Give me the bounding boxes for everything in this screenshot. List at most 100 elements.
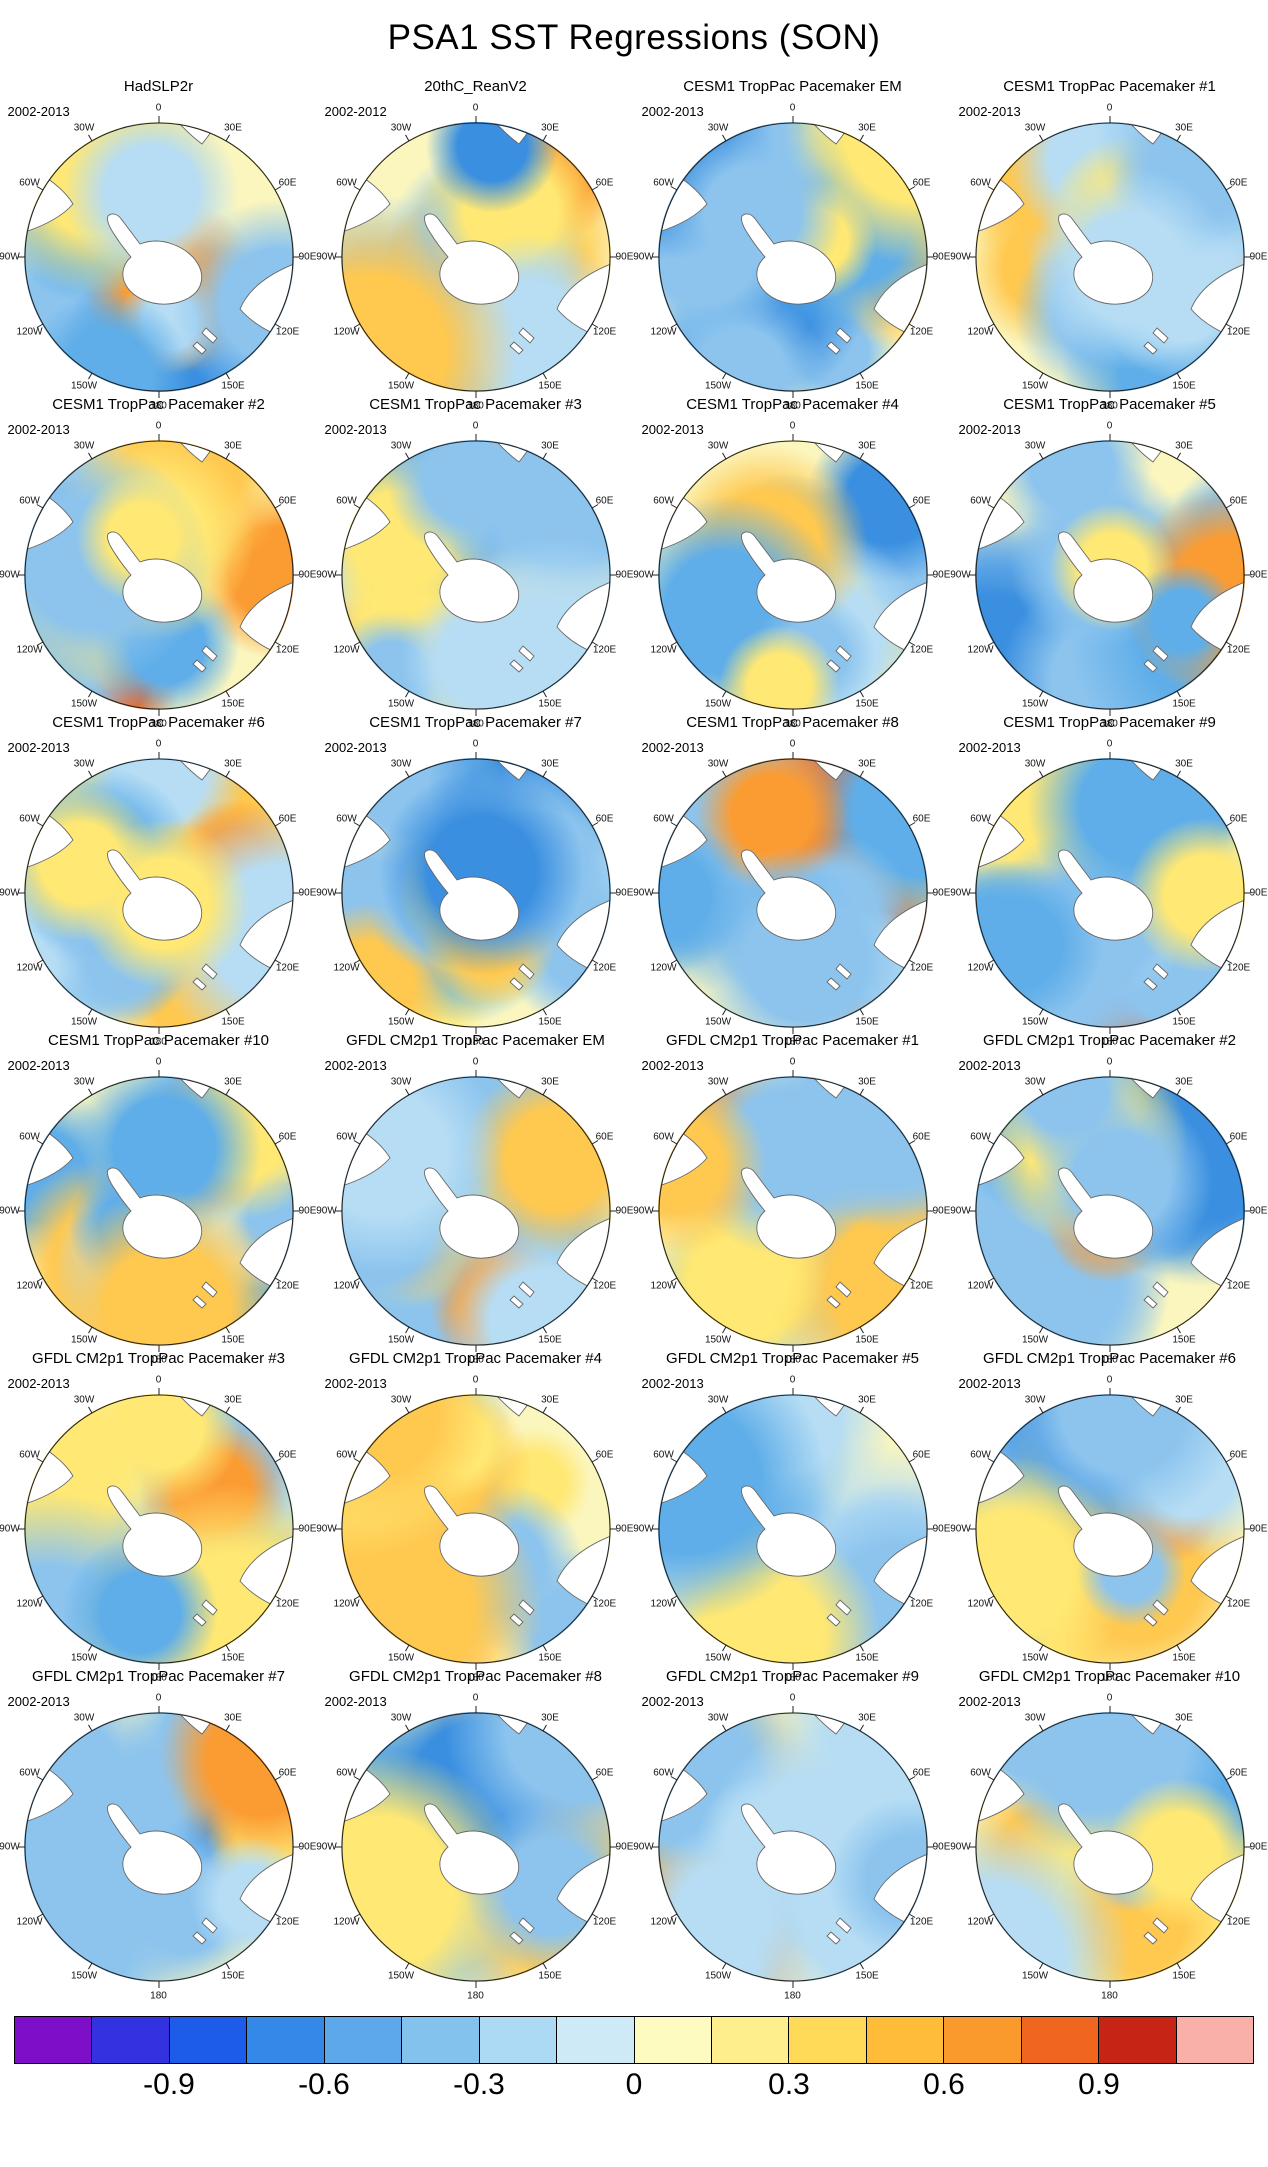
lon-label: 90E: [932, 1841, 951, 1853]
lon-label: 30W: [1024, 1712, 1046, 1724]
period-label: 2002-2013: [958, 1694, 1021, 1709]
lon-label: 30W: [73, 1394, 95, 1406]
lon-label: 60W: [970, 1131, 991, 1142]
lon-label: 180: [150, 400, 167, 412]
period-label: 2002-2013: [7, 740, 70, 755]
period-label: 2002-2012: [324, 104, 387, 119]
lon-label: 60W: [336, 177, 357, 188]
lon-label: 0: [789, 1056, 796, 1068]
lon-label: 120W: [967, 1598, 994, 1609]
map-panel: GFDL CM2p1 TropPac Pacemaker EM 2002-201…: [316, 1032, 634, 1366]
lon-label: 90W: [0, 251, 20, 263]
lon-label: 60E: [278, 813, 297, 824]
lon-label: 90E: [298, 251, 317, 263]
map-panel: 20thC_ReanV2 2002-2012 0 30E 60E 90E 120E 150…: [316, 78, 634, 412]
lon-label: 60E: [278, 495, 297, 506]
period-label: 2002-2013: [324, 740, 387, 755]
lon-label: 60W: [970, 1767, 991, 1778]
map-area: 2002-2013 0 30E 60E 90E 120E 150E 180 150W 120W 9…: [316, 1057, 633, 1366]
lon-label: 30E: [541, 440, 559, 452]
map-panel: CESM1 TropPac Pacemaker #3 2002-2013 0 30…: [316, 396, 634, 730]
colorbar-labels: -0.9 -0.6 -0.3 0 0.3 0.6 0.9: [14, 2068, 1254, 2110]
lon-label: 180: [1101, 718, 1118, 730]
lon-label: 30W: [73, 440, 95, 452]
colorbar-cell: [402, 2017, 480, 2063]
map-fill: [974, 1076, 1245, 1346]
lon-label: 180: [784, 718, 801, 730]
lon-label: 120E: [592, 1280, 617, 1291]
lon-label: 120W: [333, 326, 360, 337]
panel-title: GFDL CM2p1 TropPac Pacemaker #1: [666, 1032, 919, 1049]
lon-label: 120W: [333, 1598, 360, 1609]
panel-title: CESM1 TropPac Pacemaker #4: [686, 396, 899, 413]
lon-label: 120E: [909, 1916, 934, 1927]
lon-label: 0: [472, 102, 479, 114]
lon-label: 90W: [950, 1841, 971, 1853]
lon-label: 90E: [1249, 251, 1268, 263]
lon-label: 30W: [73, 758, 95, 770]
lon-label: 90W: [950, 1523, 971, 1535]
period-label: 2002-2013: [641, 1694, 704, 1709]
lon-label: 90E: [298, 887, 317, 899]
lon-label: 150W: [1021, 1016, 1049, 1028]
lon-label: 150W: [704, 698, 732, 710]
lon-label: 90W: [950, 1205, 971, 1217]
panel-title: GFDL CM2p1 TropPac Pacemaker #9: [666, 1668, 919, 1685]
map-fill: [23, 1394, 294, 1664]
map-fill: [340, 1076, 611, 1346]
lon-label: 180: [467, 1672, 484, 1684]
lon-label: 120W: [333, 644, 360, 655]
map-panel: CESM1 TropPac Pacemaker #4 2002-2013 0 30…: [633, 396, 951, 730]
lon-label: 60E: [1229, 813, 1248, 824]
lon-label: 120E: [1226, 644, 1251, 655]
lon-label: 120W: [16, 1280, 43, 1291]
lon-label: 180: [150, 1672, 167, 1684]
panel-title: CESM1 TropPac Pacemaker #5: [1003, 396, 1216, 413]
panel-title: CESM1 TropPac Pacemaker #10: [48, 1032, 269, 1049]
lon-label: 150E: [538, 1970, 562, 1982]
period-label: 2002-2013: [7, 422, 70, 437]
lon-label: 60E: [278, 177, 297, 188]
lon-label: 30E: [858, 1712, 876, 1724]
lon-label: 120W: [333, 962, 360, 973]
lon-label: 90E: [615, 1523, 634, 1535]
panel-title: HadSLP2r: [123, 78, 194, 95]
lon-label: 0: [789, 1374, 796, 1386]
lon-label: 60W: [336, 495, 357, 506]
lon-label: 150E: [855, 1334, 879, 1346]
panel-title: GFDL CM2p1 TropPac Pacemaker #8: [349, 1668, 602, 1685]
lon-label: 120W: [333, 1280, 360, 1291]
lon-label: 120E: [909, 962, 934, 973]
map-panel: CESM1 TropPac Pacemaker EM 2002-2013 0 30…: [633, 78, 951, 412]
lon-label: 150E: [1172, 1970, 1196, 1982]
period-label: 2002-2013: [7, 104, 70, 119]
period-label: 2002-2013: [958, 740, 1021, 755]
colorbar-cell: [1021, 2017, 1100, 2063]
lon-label: 30W: [1024, 440, 1046, 452]
lon-label: 30W: [707, 440, 729, 452]
lon-label: 60E: [278, 1131, 297, 1142]
lon-label: 60W: [970, 1449, 991, 1460]
lon-label: 60E: [595, 495, 614, 506]
lon-label: 120W: [967, 962, 994, 973]
lon-label: 30W: [1024, 1076, 1046, 1088]
lon-label: 90W: [633, 887, 654, 899]
lon-label: 90E: [615, 887, 634, 899]
lon-label: 150E: [538, 1016, 562, 1028]
lon-label: 150E: [855, 1016, 879, 1028]
lon-label: 90E: [615, 1841, 634, 1853]
map-fill: [340, 440, 611, 710]
lon-label: 120E: [275, 1916, 300, 1927]
lon-label: 180: [1101, 400, 1118, 412]
lon-label: 30E: [858, 122, 876, 134]
map-panel: GFDL CM2p1 TropPac Pacemaker #9 2002-201…: [633, 1668, 951, 2002]
lon-label: 180: [784, 1672, 801, 1684]
lon-label: 120W: [967, 326, 994, 337]
lon-label: 0: [789, 420, 796, 432]
colorbar-cell: [324, 2017, 403, 2063]
lon-label: 30E: [1175, 758, 1193, 770]
lon-label: 150W: [1021, 1334, 1049, 1346]
lon-label: 120E: [592, 962, 617, 973]
lon-label: 90W: [633, 1523, 654, 1535]
map-panel: CESM1 TropPac Pacemaker #6 2002-2013 0 30…: [0, 714, 317, 1048]
